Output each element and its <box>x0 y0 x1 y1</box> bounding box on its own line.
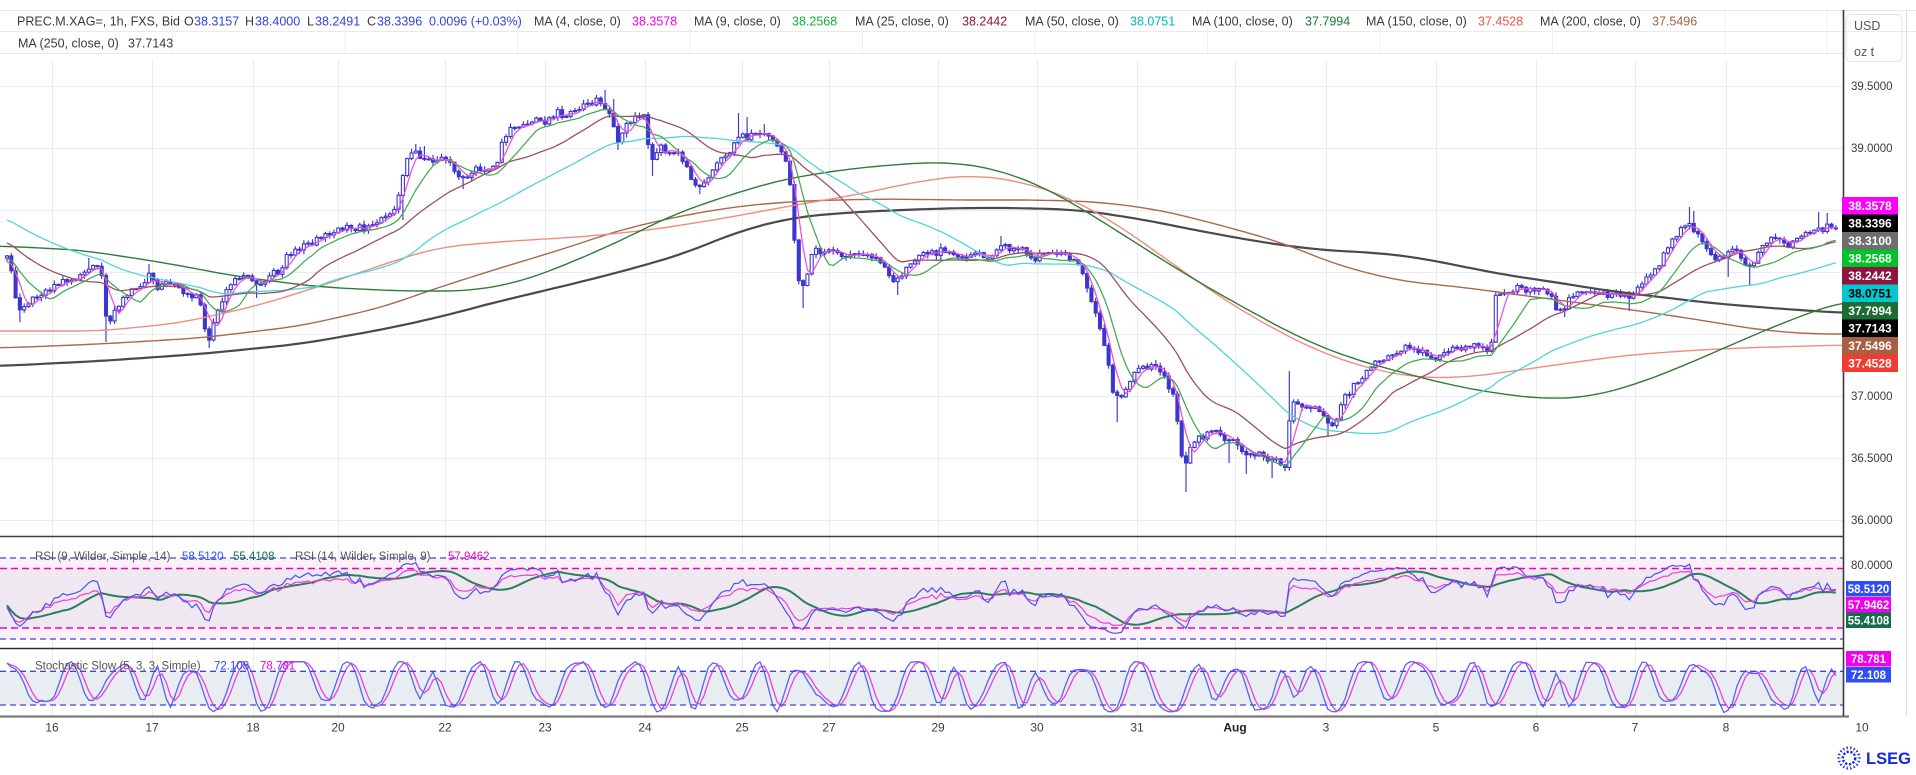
svg-text:MA (4, close, 0): MA (4, close, 0) <box>534 15 621 29</box>
svg-text:58.5120: 58.5120 <box>182 551 224 563</box>
svg-text:7: 7 <box>1632 721 1639 735</box>
svg-text:MA (250, close, 0): MA (250, close, 0) <box>18 37 119 51</box>
svg-text:38.2442: 38.2442 <box>1848 269 1892 283</box>
svg-text:37.7994: 37.7994 <box>1305 15 1350 29</box>
svg-text:57.9462: 57.9462 <box>448 551 490 563</box>
svg-text:38.0751: 38.0751 <box>1848 287 1892 301</box>
svg-text:37.7143: 37.7143 <box>1848 322 1892 336</box>
svg-text:38.0751: 38.0751 <box>1130 15 1175 29</box>
svg-text:38.3578: 38.3578 <box>1848 199 1892 213</box>
svg-text:L: L <box>307 15 314 29</box>
svg-text:38.2568: 38.2568 <box>1848 252 1892 266</box>
svg-text:24: 24 <box>638 721 652 735</box>
svg-text:39.5000: 39.5000 <box>1851 81 1893 93</box>
svg-text:30: 30 <box>1030 721 1044 735</box>
svg-text:39.0000: 39.0000 <box>1851 143 1893 155</box>
svg-text:20: 20 <box>331 721 345 735</box>
svg-text:38.2442: 38.2442 <box>962 15 1007 29</box>
svg-text:37.7994: 37.7994 <box>1848 304 1892 318</box>
svg-text:LSEG: LSEG <box>1866 750 1911 768</box>
svg-text:37.5496: 37.5496 <box>1848 339 1892 353</box>
svg-text:H: H <box>245 15 254 29</box>
svg-text:72.108: 72.108 <box>214 661 249 673</box>
svg-text:18: 18 <box>246 721 260 735</box>
svg-text:oz t: oz t <box>1854 45 1875 59</box>
svg-text:5: 5 <box>1433 721 1440 735</box>
svg-text:0.0096 (+0.03%): 0.0096 (+0.03%) <box>429 15 522 29</box>
svg-text:29: 29 <box>931 721 945 735</box>
svg-text:Aug: Aug <box>1223 721 1246 735</box>
svg-text:57.9462: 57.9462 <box>1848 600 1890 612</box>
svg-text:10: 10 <box>1855 721 1869 735</box>
svg-text:38.3396: 38.3396 <box>1848 217 1892 231</box>
svg-text:Stochastic Slow (5, 3, 3, Simp: Stochastic Slow (5, 3, 3, Simple) <box>35 661 201 673</box>
svg-text:16: 16 <box>45 721 59 735</box>
svg-text:MA (9, close, 0): MA (9, close, 0) <box>694 15 781 29</box>
svg-text:23: 23 <box>538 721 552 735</box>
svg-text:17: 17 <box>145 721 159 735</box>
svg-text:55.4108: 55.4108 <box>233 551 275 563</box>
svg-text:38.2568: 38.2568 <box>792 15 837 29</box>
svg-text:RSI (9, Wilder, Simple, 14): RSI (9, Wilder, Simple, 14) <box>35 551 171 563</box>
svg-text:38.4000: 38.4000 <box>255 15 300 29</box>
svg-text:36.0000: 36.0000 <box>1851 515 1893 527</box>
svg-text:USD: USD <box>1854 19 1880 33</box>
svg-text:8: 8 <box>1723 721 1730 735</box>
svg-text:38.3578: 38.3578 <box>632 15 677 29</box>
svg-text:38.3100: 38.3100 <box>1848 234 1892 248</box>
svg-text:37.7143: 37.7143 <box>128 37 173 51</box>
svg-text:72.108: 72.108 <box>1851 670 1887 682</box>
svg-text:55.4108: 55.4108 <box>1848 616 1890 628</box>
svg-text:C: C <box>367 15 376 29</box>
svg-text:MA (150, close, 0): MA (150, close, 0) <box>1366 15 1467 29</box>
svg-text:37.4528: 37.4528 <box>1478 15 1523 29</box>
svg-text:3: 3 <box>1323 721 1330 735</box>
svg-text:MA (50, close, 0): MA (50, close, 0) <box>1025 15 1119 29</box>
svg-text:58.5120: 58.5120 <box>1848 584 1890 596</box>
svg-text:MA (100, close, 0): MA (100, close, 0) <box>1192 15 1293 29</box>
svg-text:22: 22 <box>438 721 452 735</box>
svg-text:38.3157: 38.3157 <box>194 15 239 29</box>
svg-text:27: 27 <box>822 721 836 735</box>
svg-text:37.5496: 37.5496 <box>1652 15 1697 29</box>
svg-text:25: 25 <box>735 721 749 735</box>
svg-text:80.0000: 80.0000 <box>1851 560 1893 572</box>
svg-text:36.5000: 36.5000 <box>1851 453 1893 465</box>
svg-text:78.781: 78.781 <box>1851 654 1887 666</box>
svg-text:78.781: 78.781 <box>260 661 295 673</box>
svg-text:MA (25, close, 0): MA (25, close, 0) <box>855 15 949 29</box>
svg-text:38.2491: 38.2491 <box>315 15 360 29</box>
svg-text:MA (200, close, 0): MA (200, close, 0) <box>1540 15 1641 29</box>
svg-text:PREC.M.XAG=, 1h, FXS, Bid: PREC.M.XAG=, 1h, FXS, Bid <box>17 15 180 29</box>
svg-text:37.0000: 37.0000 <box>1851 391 1893 403</box>
svg-text:RSI (14, Wilder, Simple, 9): RSI (14, Wilder, Simple, 9) <box>295 551 431 563</box>
svg-text:31: 31 <box>1130 721 1144 735</box>
svg-text:37.4528: 37.4528 <box>1848 357 1892 371</box>
svg-text:6: 6 <box>1533 721 1540 735</box>
svg-text:38.3396: 38.3396 <box>377 15 422 29</box>
svg-text:O: O <box>184 15 194 29</box>
